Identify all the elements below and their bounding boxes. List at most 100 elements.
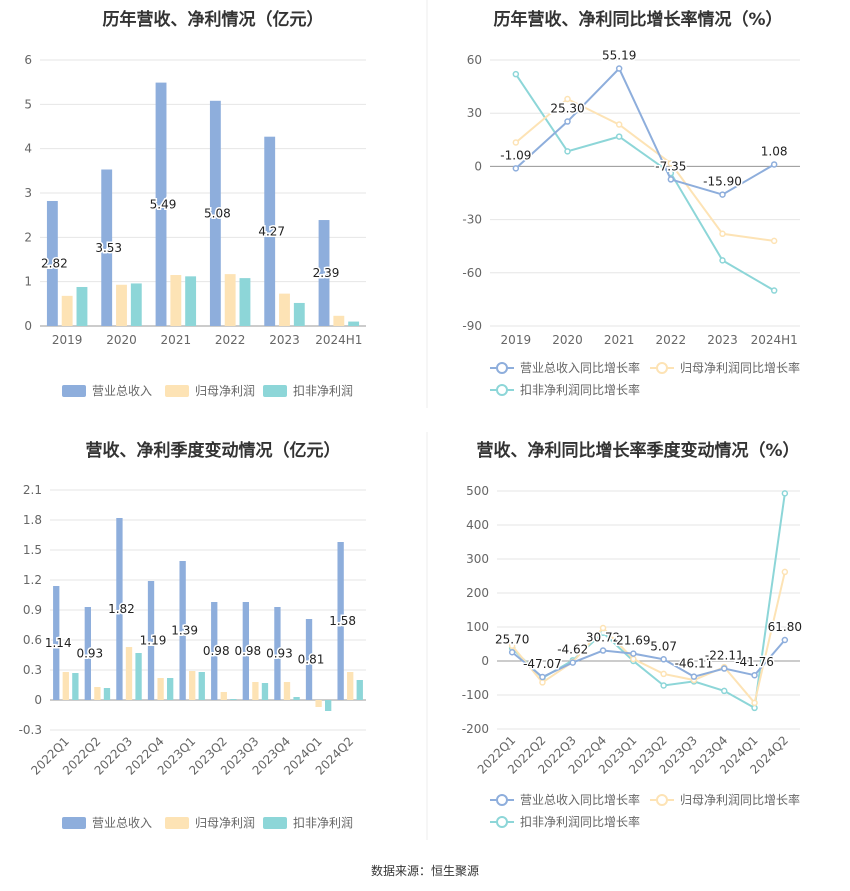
series-point-1[interactable] (512, 165, 520, 172)
bar-2[interactable] (61, 295, 73, 326)
bar-3[interactable] (293, 302, 305, 326)
bar-3[interactable] (167, 678, 174, 700)
series-point-3[interactable] (781, 490, 789, 497)
series-point-1[interactable] (660, 656, 667, 663)
series-point-2[interactable] (770, 237, 778, 245)
series-point-2[interactable] (615, 121, 623, 128)
bar-1[interactable] (242, 602, 249, 700)
bar-3[interactable] (135, 653, 142, 700)
legend-item-1[interactable]: 营业总收入 (62, 816, 152, 830)
legend-item-2[interactable]: 归母净利润同比增长率 (650, 360, 800, 375)
bar-1[interactable] (116, 518, 123, 700)
bar-1[interactable] (209, 100, 221, 326)
legend-item-2[interactable]: 归母净利润 (165, 384, 255, 398)
bar-3[interactable] (72, 673, 79, 700)
series-point-1[interactable] (508, 649, 516, 656)
legend-item-1[interactable]: 营业总收入 (62, 384, 152, 398)
legend-item-3[interactable]: 扣非净利润同比增长率 (490, 814, 640, 829)
bar-1[interactable] (101, 169, 113, 326)
bar-3[interactable] (198, 672, 205, 700)
series-point-1[interactable] (667, 176, 675, 183)
series-point-3[interactable] (564, 148, 571, 155)
bar-3[interactable] (76, 286, 88, 326)
legend-item-1[interactable]: 营业总收入同比增长率 (490, 792, 640, 807)
series-point-2[interactable] (781, 568, 789, 576)
bar-2[interactable] (347, 672, 354, 700)
bar-2[interactable] (283, 682, 291, 700)
series-point-3[interactable] (751, 704, 758, 712)
series-point-3[interactable] (719, 257, 726, 264)
bar-1[interactable] (179, 561, 186, 700)
bar-1[interactable] (318, 220, 330, 326)
legend-item-3[interactable]: 扣非净利润 (263, 816, 353, 830)
bar-2[interactable] (157, 678, 164, 700)
legend-item-1[interactable]: 营业总收入同比增长率 (490, 360, 640, 375)
series-point-1[interactable] (719, 191, 726, 198)
bar-1[interactable] (274, 607, 281, 700)
series-point-1[interactable] (721, 665, 728, 672)
bar-3[interactable] (130, 283, 142, 326)
series-point-2[interactable] (667, 160, 675, 167)
series-point-1[interactable] (569, 659, 576, 666)
bar-2[interactable] (252, 682, 259, 700)
bar-3[interactable] (103, 688, 111, 700)
series-point-2[interactable] (508, 642, 516, 649)
series-point-3[interactable] (770, 287, 778, 294)
bar-1[interactable] (305, 619, 313, 700)
series-point-1[interactable] (599, 647, 607, 654)
bar-1[interactable] (211, 602, 218, 700)
legend-item-2[interactable]: 归母净利润 (165, 816, 255, 830)
legend-item-3[interactable]: 扣非净利润 (263, 384, 353, 398)
bar-2[interactable] (189, 671, 196, 700)
series-line-2[interactable] (515, 97, 775, 242)
bar-1[interactable] (53, 586, 60, 700)
series-point-1[interactable] (690, 673, 698, 680)
series-point-1[interactable] (564, 118, 571, 125)
bar-2[interactable] (333, 315, 345, 326)
series-point-2[interactable] (751, 699, 758, 707)
bar-3[interactable] (325, 700, 332, 711)
series-point-3[interactable] (721, 687, 728, 695)
series-point-2[interactable] (539, 679, 546, 686)
bar-2[interactable] (125, 647, 133, 700)
series-line-1[interactable] (515, 66, 775, 196)
series-point-2[interactable] (630, 655, 637, 663)
bar-3[interactable] (261, 683, 269, 700)
series-point-3[interactable] (615, 133, 623, 140)
series-line-1[interactable] (511, 639, 786, 679)
series-point-2[interactable] (660, 670, 667, 678)
bar-1[interactable] (46, 200, 58, 326)
series-point-1[interactable] (781, 636, 789, 644)
bar-3[interactable] (293, 697, 300, 700)
bar-2[interactable] (315, 700, 322, 707)
bar-3[interactable] (348, 321, 360, 326)
bar-1[interactable] (84, 607, 91, 700)
bar-2[interactable] (170, 275, 182, 326)
bar-1[interactable] (147, 581, 155, 700)
series-point-2[interactable] (599, 624, 607, 632)
series-point-1[interactable] (770, 161, 778, 168)
bar-2[interactable] (220, 692, 227, 700)
legend-item-2[interactable]: 归母净利润同比增长率 (650, 792, 800, 807)
bar-3[interactable] (230, 699, 237, 700)
legend-item-3[interactable]: 扣非净利润同比增长率 (490, 382, 640, 397)
series-point-1[interactable] (615, 65, 623, 72)
series-point-1[interactable] (630, 650, 637, 657)
bar-2[interactable] (62, 672, 69, 700)
bar-1[interactable] (337, 542, 344, 700)
series-point-2[interactable] (564, 95, 571, 103)
bar-2[interactable] (116, 284, 127, 326)
series-point-1[interactable] (539, 673, 546, 681)
bar-3[interactable] (185, 276, 197, 326)
series-point-3[interactable] (512, 70, 520, 78)
series-point-2[interactable] (512, 139, 520, 146)
series-point-1[interactable] (751, 671, 758, 679)
series-point-2[interactable] (719, 230, 726, 238)
bar-2[interactable] (224, 274, 236, 326)
series-line-2[interactable] (511, 571, 786, 705)
bar-3[interactable] (239, 278, 251, 326)
series-line-3[interactable] (515, 73, 775, 292)
bar-1[interactable] (264, 136, 276, 326)
bar-2[interactable] (279, 293, 290, 326)
bar-3[interactable] (356, 680, 363, 700)
